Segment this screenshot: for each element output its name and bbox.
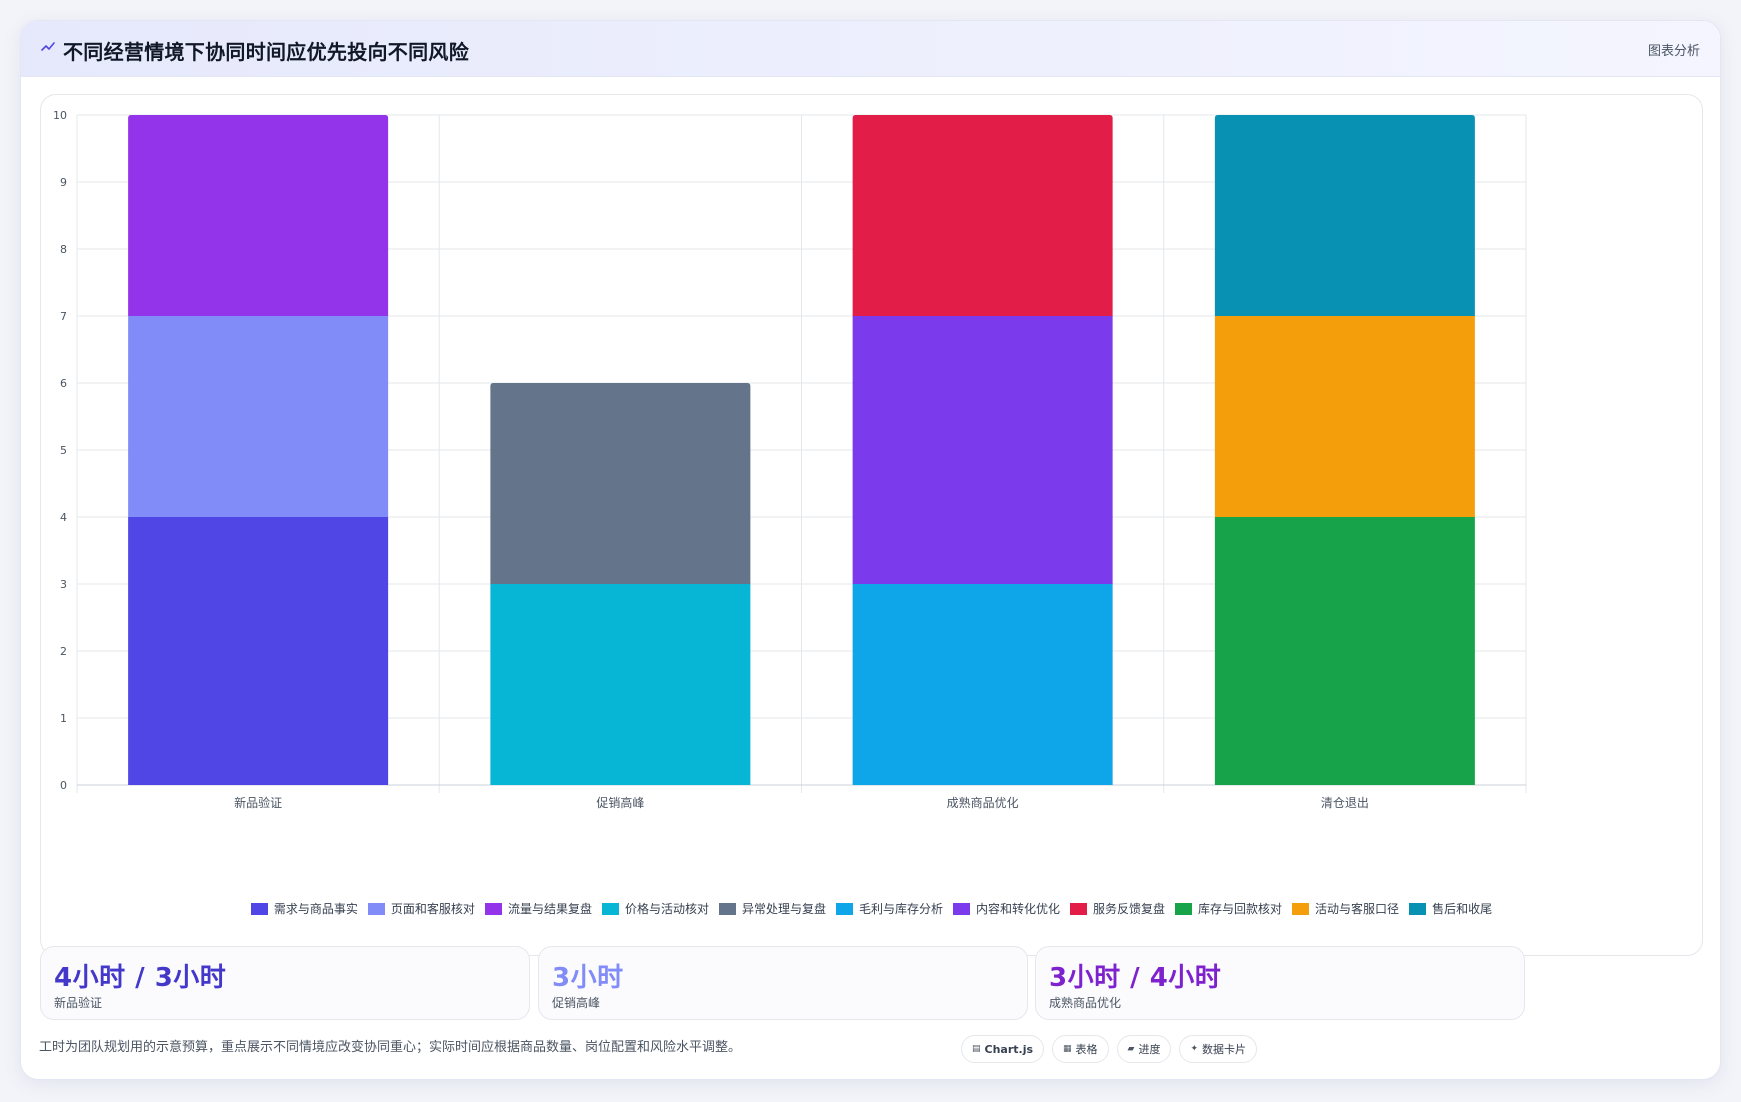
stat-card-mature-product: 3小时 / 4小时 成熟商品优化 (1035, 946, 1525, 1020)
y-tick-label: 9 (60, 176, 67, 189)
legend-swatch (718, 902, 736, 915)
legend-swatch (1070, 902, 1088, 915)
legend-swatch (367, 902, 385, 915)
legend-label: 活动与客服口径 (1315, 902, 1400, 916)
chip-table[interactable]: ▦ 表格 (1052, 1035, 1109, 1063)
x-tick-label: 成熟商品优化 (947, 795, 1019, 810)
stat-value: 3小时 (552, 963, 624, 993)
stat-card-new-product: 4小时 / 3小时 新品验证 (40, 946, 530, 1020)
bar-segment (490, 584, 751, 785)
legend-item[interactable]: 需求与商品事实 (250, 900, 358, 917)
legend-label: 页面和客服核对 (390, 902, 475, 916)
x-tick-label: 清仓退出 (1321, 796, 1369, 810)
x-tick-label: 促销高峰 (596, 795, 644, 810)
legend-label: 库存与回款核对 (1198, 902, 1283, 916)
legend-item[interactable]: 库存与回款核对 (1175, 900, 1282, 917)
chart-panel: 不同经营情境下协同时间应优先投向不同风险 图表分析 0 1 2 3 4 5 6 7 8 9 10 新品… (20, 20, 1721, 1080)
chip-label: 表格 (1075, 1043, 1098, 1056)
chart-icon: ▤ (972, 1044, 981, 1054)
chart-card: 0 1 2 3 4 5 6 7 8 9 10 新品验证 促销高峰 成熟商品优化 清仓退出 需求与商品事实 页面… (40, 94, 1703, 956)
chip-data-card[interactable]: ✦ 数据卡片 (1179, 1035, 1258, 1063)
legend-label: 流量与结果复盘 (507, 902, 592, 916)
y-tick-label: 0 (60, 779, 67, 792)
bar-segment (852, 115, 1113, 316)
legend-swatch (1175, 902, 1193, 915)
legend-item[interactable]: 流量与结果复盘 (484, 900, 592, 917)
y-tick-label: 5 (60, 444, 67, 457)
panel-header: 不同经营情境下协同时间应优先投向不同风险 图表分析 (21, 21, 1720, 77)
legend-swatch (1409, 902, 1427, 915)
y-tick-label: 8 (60, 243, 67, 256)
legend-item[interactable]: 服务反馈复盘 (1070, 900, 1165, 917)
legend-item[interactable]: 内容和转化优化 (953, 900, 1060, 917)
legend-swatch (484, 902, 502, 915)
footnote: 工时为团队规划用的示意预算，重点展示不同情境应改变协同重心；实际时间应根据商品数… (39, 1040, 742, 1055)
chip-label: 进度 (1138, 1043, 1161, 1056)
chip-chartjs[interactable]: ▤ Chart.js (961, 1035, 1045, 1063)
stat-value: 3小时 / 4小时 (1049, 963, 1222, 993)
legend-item[interactable]: 活动与客服口径 (1292, 900, 1399, 917)
chip-progress[interactable]: ▰ 进度 (1116, 1035, 1172, 1063)
legend-item[interactable]: 价格与活动核对 (601, 900, 709, 917)
bar-segment (128, 115, 389, 316)
legend-item[interactable]: 售后和收尾 (1409, 900, 1492, 917)
chip-label: Chart.js (984, 1042, 1034, 1056)
bar-segment (852, 584, 1113, 785)
legend-label: 内容和转化优化 (976, 902, 1061, 916)
chart-line-icon (41, 39, 55, 55)
page-title: 不同经营情境下协同时间应优先投向不同风险 (63, 40, 469, 64)
bar-segment (1214, 517, 1475, 785)
legend-item[interactable]: 异常处理与复盘 (718, 900, 826, 917)
chip-group: ▤ Chart.js ▦ 表格 ▰ 进度 ✦ 数据卡片 (961, 1035, 1258, 1063)
y-tick-label: 7 (60, 310, 67, 323)
legend-label: 售后和收尾 (1432, 902, 1493, 916)
bar-segment (1214, 115, 1475, 316)
legend-swatch (835, 902, 853, 915)
stacked-bar-chart: 0 1 2 3 4 5 6 7 8 9 10 新品验证 促销高峰 成熟商品优化 清仓退出 (53, 109, 1527, 810)
legend-item[interactable]: 页面和客服核对 (367, 900, 475, 917)
legend-label: 需求与商品事实 (273, 902, 358, 916)
legend-label: 服务反馈复盘 (1093, 902, 1166, 916)
chart-analysis-tag[interactable]: 图表分析 (1647, 44, 1700, 59)
bar-segment (128, 517, 389, 785)
y-tick-label: 1 (60, 712, 67, 725)
chip-label: 数据卡片 (1202, 1043, 1247, 1056)
stat-label: 促销高峰 (552, 996, 601, 1010)
bar-segment (128, 316, 389, 517)
y-tick-label: 2 (60, 645, 67, 658)
bar-segment (1214, 316, 1475, 517)
bar-segment (490, 383, 751, 584)
y-tick-label: 3 (60, 578, 67, 591)
legend-label: 异常处理与复盘 (741, 902, 826, 916)
stat-label: 成熟商品优化 (1049, 996, 1122, 1010)
x-tick-label: 新品验证 (234, 795, 282, 810)
legend-swatch (250, 902, 268, 915)
stat-card-promotion: 3小时 促销高峰 (538, 946, 1028, 1020)
y-tick-label: 6 (60, 377, 67, 390)
legend-item[interactable]: 毛利与库存分析 (835, 900, 943, 917)
table-icon: ▦ (1063, 1044, 1072, 1054)
progress-icon: ▰ (1127, 1044, 1135, 1054)
legend-swatch (601, 902, 619, 915)
bar-segment (852, 316, 1113, 584)
stat-value: 4小时 / 3小时 (54, 963, 227, 993)
legend-label: 价格与活动核对 (624, 902, 709, 916)
y-tick-label: 4 (60, 511, 67, 524)
y-tick-label: 10 (53, 109, 67, 122)
card-icon: ✦ (1190, 1044, 1199, 1054)
legend-swatch (1292, 902, 1310, 915)
chart-legend: 需求与商品事实 页面和客服核对 流量与结果复盘 价格与活动核对 异常处理与复盘 毛利与库存… (41, 900, 1702, 917)
legend-label: 毛利与库存分析 (858, 902, 943, 916)
stat-label: 新品验证 (54, 996, 103, 1010)
legend-swatch (953, 902, 970, 915)
